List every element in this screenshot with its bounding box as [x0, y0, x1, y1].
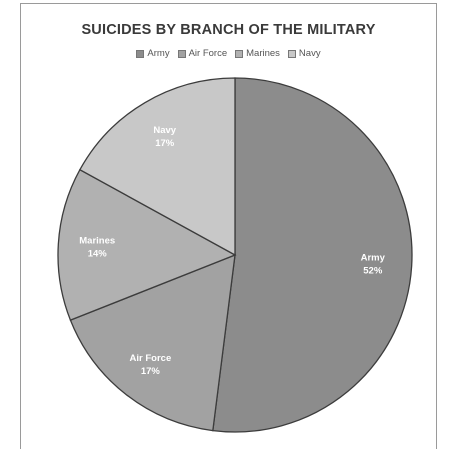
pie-slice-navy: [79, 77, 236, 257]
legend-label-navy: Navy: [298, 48, 321, 59]
slice-label-navy: Navy: [153, 125, 176, 136]
legend-label-army: Army: [147, 48, 170, 59]
slice-value-air-force: 17%: [141, 366, 161, 377]
pie-slice-air-force: [69, 253, 236, 432]
slice-label-marines: Marines: [79, 235, 115, 246]
legend-swatch-navy: [287, 49, 296, 58]
legend-swatch-air-force: [177, 49, 186, 58]
pie-slice-marines: [57, 168, 237, 322]
slice-value-marines: 14%: [88, 248, 108, 259]
slice-value-army: 52%: [363, 266, 383, 277]
slice-value-navy: 17%: [155, 138, 175, 149]
legend-label-marines: Marines: [246, 48, 280, 59]
pie-slice-army: [212, 77, 413, 433]
slice-label-air-force: Air Force: [130, 353, 172, 364]
legend-swatch-army: [136, 49, 145, 58]
legend-label-air-force: Air Force: [188, 48, 228, 59]
legend-item-air-force: Air Force: [177, 48, 228, 59]
legend-swatch-marines: [235, 49, 244, 58]
chart-title: SUICIDES BY BRANCH OF THE MILITARY: [81, 22, 376, 38]
legend-item-marines: Marines: [235, 48, 280, 59]
legend-item-navy: Navy: [287, 48, 321, 59]
pie-chart: Army 52% Air Force 17% Marines 14% Navy 17%: [57, 77, 413, 433]
chart-frame: SUICIDES BY BRANCH OF THE MILITARY Army …: [20, 3, 437, 449]
slice-label-army: Army: [361, 253, 386, 264]
chart-legend: Army Air Force Marines Navy: [21, 48, 436, 59]
legend-item-army: Army: [136, 48, 170, 59]
